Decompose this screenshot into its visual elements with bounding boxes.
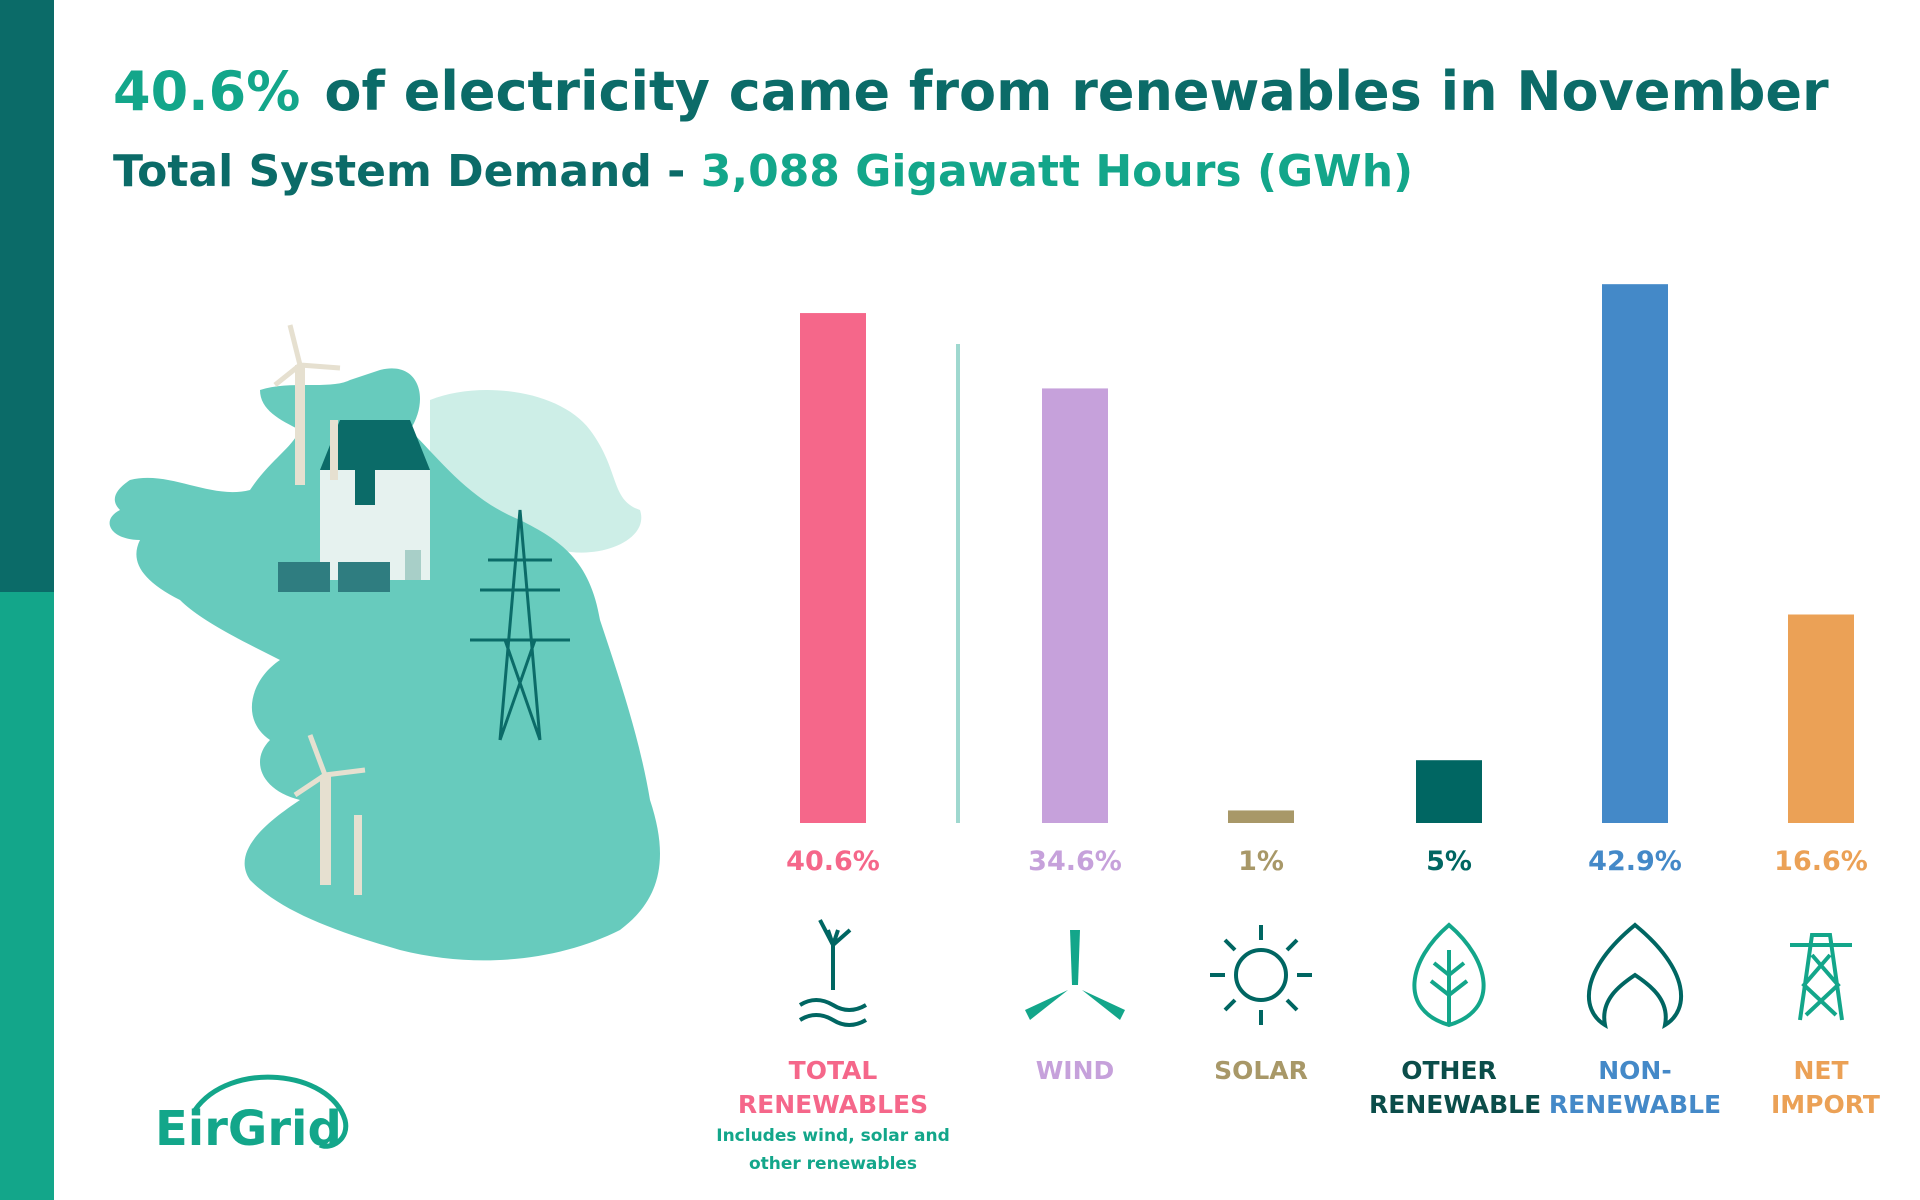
- category-label: OTHER RENEWABLE: [1369, 1056, 1542, 1119]
- category-label: SOLAR: [1214, 1056, 1308, 1085]
- category-label: WIND: [1035, 1056, 1115, 1085]
- subtitle: Total System Demand - 3,088 Gigawatt Hou…: [113, 146, 1413, 197]
- bar: [1788, 614, 1854, 823]
- value-label: 34.6%: [1028, 846, 1122, 877]
- bar: [1228, 810, 1294, 823]
- value-label: 40.6%: [786, 846, 880, 877]
- logo-arc: [192, 1074, 349, 1149]
- value-label: 42.9%: [1588, 846, 1682, 877]
- logo: EirGrid: [155, 1101, 342, 1157]
- category-label: NET IMPORT: [1771, 1056, 1880, 1119]
- category-label: TOTAL RENEWABLES: [737, 1056, 929, 1119]
- value-label: 16.6%: [1774, 846, 1868, 877]
- title-highlight: 40.6%: [113, 60, 300, 123]
- subtitle-highlight: 3,088 Gigawatt Hours (GWh): [701, 146, 1413, 197]
- category-label: NON-RENEWABLE: [1548, 1056, 1722, 1119]
- value-label: 1%: [1238, 846, 1284, 877]
- map-illustration: [109, 324, 660, 961]
- side-strip: [0, 0, 54, 592]
- bar: [1042, 388, 1108, 823]
- icons: [798, 919, 1852, 1030]
- subtitle-text: Total System Demand -: [113, 146, 701, 197]
- title-text: of electricity came from renewables in N…: [324, 60, 1829, 123]
- title: 40.6% of electricity came from renewables…: [113, 60, 1829, 123]
- value-label: 5%: [1426, 846, 1472, 877]
- bar: [1602, 284, 1668, 823]
- side-strip: [0, 592, 54, 1200]
- bar: [800, 313, 866, 823]
- bar: [1416, 760, 1482, 823]
- note: Includes wind, solar and other renewable…: [716, 1126, 950, 1174]
